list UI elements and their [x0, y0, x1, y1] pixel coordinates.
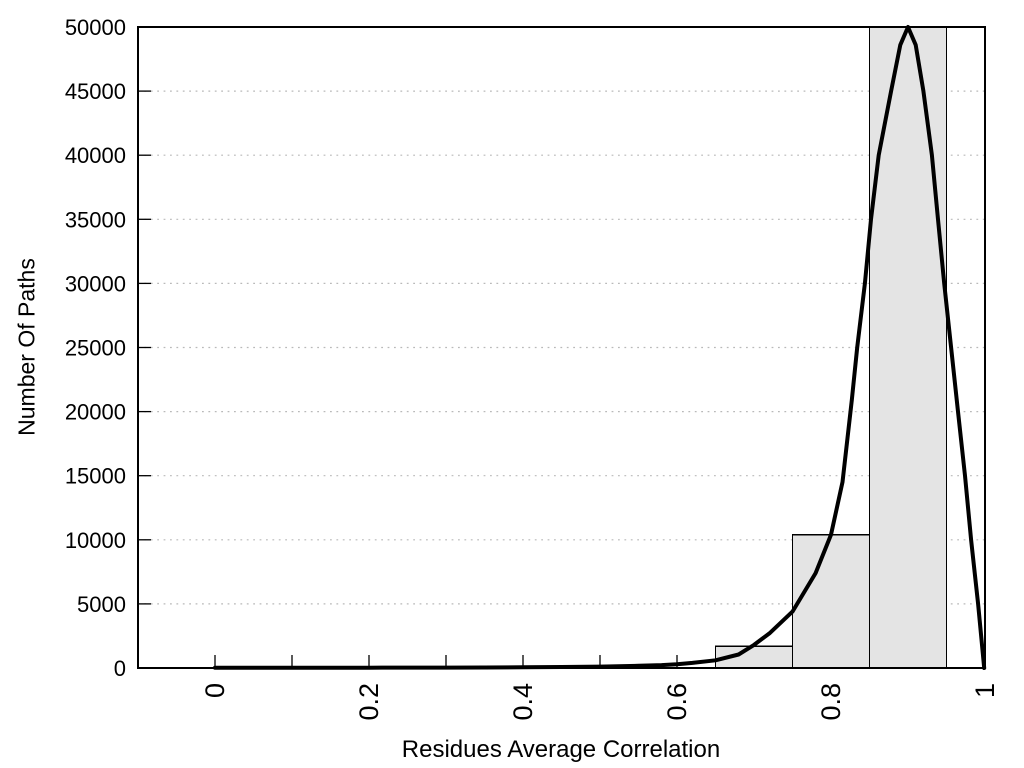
- y-tick-label: 35000: [65, 207, 126, 232]
- y-tick-label: 0: [114, 656, 126, 681]
- y-tick-label: 40000: [65, 143, 126, 168]
- y-axis-label: Number Of Paths: [13, 258, 40, 436]
- y-tick-label: 10000: [65, 528, 126, 553]
- x-tick-label: 0.2: [354, 683, 384, 721]
- y-tick-label: 50000: [65, 15, 126, 40]
- y-tick-label: 15000: [65, 464, 126, 489]
- y-tick-label: 25000: [65, 336, 126, 361]
- plot-frame: [137, 26, 986, 669]
- histogram-bar: [791, 534, 871, 669]
- x-tick-label: 0.8: [816, 683, 846, 721]
- x-axis-label: Residues Average Correlation: [401, 736, 721, 763]
- y-tick-label: 45000: [65, 79, 126, 104]
- y-tick-label: 5000: [77, 592, 126, 617]
- y-tick-label: 30000: [65, 271, 126, 296]
- y-tick-label: 20000: [65, 400, 126, 425]
- histogram-bar: [868, 26, 948, 669]
- x-tick-label: 1: [970, 683, 1000, 698]
- x-tick-label: 0.6: [662, 683, 692, 721]
- x-tick-label: 0.4: [508, 683, 538, 721]
- x-tick-label: 0: [200, 683, 230, 698]
